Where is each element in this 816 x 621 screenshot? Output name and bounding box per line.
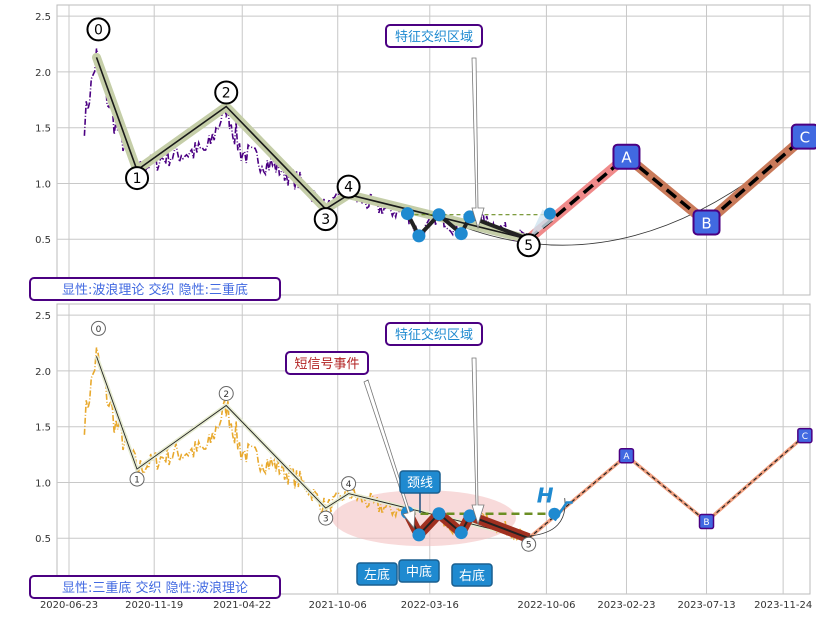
y-tick-label: 0.5 — [35, 235, 51, 246]
x-tick-label: 2022-10-06 — [517, 600, 575, 611]
bottom-label-text: 左底 — [364, 567, 390, 583]
short-signal-label-text: 短信号事件 — [294, 357, 359, 372]
wave-label-text: 5 — [526, 541, 532, 551]
x-tick-label: 2023-02-23 — [597, 600, 655, 611]
forecast-label-text: C — [800, 129, 810, 147]
x-tick-label: 2020-06-23 — [40, 600, 98, 611]
bottom-plot-area — [57, 304, 810, 594]
y-tick-label: 1.0 — [35, 179, 51, 190]
pattern-dot — [432, 507, 445, 520]
x-tick-label: 2023-11-24 — [754, 600, 812, 611]
pattern-dot — [412, 229, 425, 242]
y-tick-label: 2.0 — [35, 68, 51, 79]
bottom-caption-text: 显性:三重底 交织 隐性:波浪理论 — [62, 580, 248, 596]
y-tick-label: 1.5 — [35, 124, 51, 135]
wave-label-text: 2 — [222, 86, 231, 102]
y-tick-label: 2.5 — [35, 12, 51, 23]
top-y-ticks: 0.5 1.0 1.5 2.0 2.5 — [35, 12, 51, 246]
wave-label-text: 0 — [96, 325, 102, 335]
pattern-dot — [401, 207, 414, 220]
wave-label-text: 4 — [346, 480, 352, 490]
forecast-label-text: B — [701, 215, 711, 233]
top-caption-text: 显性:波浪理论 交织 隐性:三重底 — [62, 282, 248, 298]
y-tick-label: 1.5 — [35, 423, 51, 434]
bottom-y-ticks: 0.5 1.0 1.5 2.0 2.5 — [35, 311, 51, 545]
y-tick-label: 2.5 — [35, 311, 51, 322]
breakout-mark: H — [537, 484, 554, 508]
forecast-label-text: A — [623, 452, 630, 462]
wave-label-text: 1 — [134, 476, 140, 486]
x-tick-label: 2021-04-22 — [213, 600, 271, 611]
wave-label-text: 1 — [133, 171, 142, 187]
forecast-label-text: B — [703, 518, 709, 528]
wave-label-text: 2 — [223, 390, 229, 400]
pattern-dot — [455, 227, 468, 240]
x-tick-label: 2022-03-16 — [401, 600, 459, 611]
feature-zone-label-text: 特征交织区域 — [395, 29, 473, 45]
pattern-dot — [544, 208, 556, 220]
y-tick-label: 2.0 — [35, 367, 51, 378]
forecast-label-text: A — [621, 149, 632, 167]
pattern-dot — [455, 526, 468, 539]
x-tick-label: 2020-11-19 — [125, 600, 183, 611]
x-tick-label: 2021-10-06 — [309, 600, 367, 611]
wave-label-text: 0 — [94, 22, 103, 38]
bottom-label-text: 中底 — [406, 564, 432, 580]
neckline-label-text: 颈线 — [407, 476, 433, 491]
y-tick-label: 1.0 — [35, 478, 51, 489]
wave-label-text: 4 — [344, 180, 353, 196]
forecast-label-text: C — [802, 432, 808, 442]
wave-label-text: 5 — [524, 238, 533, 254]
wave-label-text: 3 — [323, 515, 329, 525]
pattern-dot — [412, 528, 425, 541]
x-tick-label: 2023-07-13 — [677, 600, 735, 611]
y-tick-label: 0.5 — [35, 534, 51, 545]
feature-zone-label-text: 特征交织区域 — [395, 327, 473, 343]
wave-label-text: 3 — [321, 212, 330, 228]
bottom-label-text: 右底 — [459, 568, 485, 584]
bottom-x-ticks: 2020-06-23 2020-11-19 2021-04-22 2021-10-06… — [40, 600, 812, 611]
bottom-panel: 0.5 1.0 1.5 2.0 2.5 2020-06-23 2020-11-19 2021… — [30, 304, 812, 611]
pattern-dot — [432, 208, 445, 221]
